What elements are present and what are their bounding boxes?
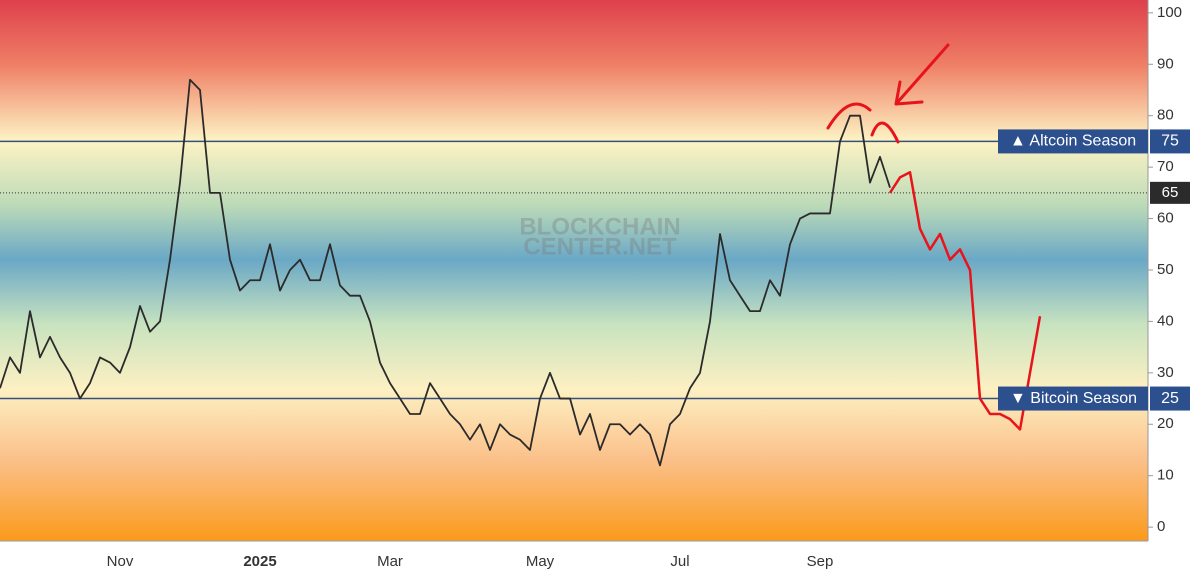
watermark: BLOCKCHAIN xyxy=(519,213,680,240)
annotation-arrow xyxy=(894,43,950,106)
reference-value-box xyxy=(1150,129,1190,154)
reference-box xyxy=(998,129,1148,154)
x-tick-label: 2025 xyxy=(243,553,276,570)
x-tick-label: Jul xyxy=(670,553,689,570)
y-tick-label: 50 xyxy=(1157,261,1174,278)
y-tick-label: 0 xyxy=(1157,518,1165,535)
y-tick-label: 60 xyxy=(1157,210,1174,227)
annotation-arc xyxy=(870,121,900,144)
annotation xyxy=(826,43,950,144)
y-tick-label: 30 xyxy=(1157,364,1174,381)
y-tick-label: 20 xyxy=(1157,415,1174,432)
current-box xyxy=(1150,181,1190,204)
y-tick-label: 100 xyxy=(1157,4,1182,21)
x-tick-label: Mar xyxy=(377,553,403,570)
annotation-arc xyxy=(826,102,872,130)
series-line xyxy=(888,171,1042,431)
reference-value: 25 xyxy=(1161,390,1179,407)
reference-label: ▲ Altcoin Season xyxy=(1010,133,1136,150)
x-tick-label: Sep xyxy=(807,553,834,570)
y-tick-label: 90 xyxy=(1157,55,1174,72)
reference-value-box xyxy=(1150,386,1190,411)
y-tick-label: 70 xyxy=(1157,158,1174,175)
reference-label: ▼ Bitcoin Season xyxy=(1010,390,1137,407)
current-label: 65 xyxy=(1162,184,1179,201)
plot xyxy=(0,78,1148,467)
y-tick-label: 10 xyxy=(1157,467,1174,484)
background xyxy=(0,0,1148,541)
y-tick-label: 80 xyxy=(1157,107,1174,124)
y-tick-label: 40 xyxy=(1157,312,1174,329)
reference-box xyxy=(998,386,1148,411)
watermark: CENTER.NET xyxy=(523,233,677,260)
series-line xyxy=(0,78,891,467)
reference-value: 75 xyxy=(1161,133,1179,150)
x-tick-label: Nov xyxy=(107,553,134,570)
x-tick-label: May xyxy=(526,553,555,570)
